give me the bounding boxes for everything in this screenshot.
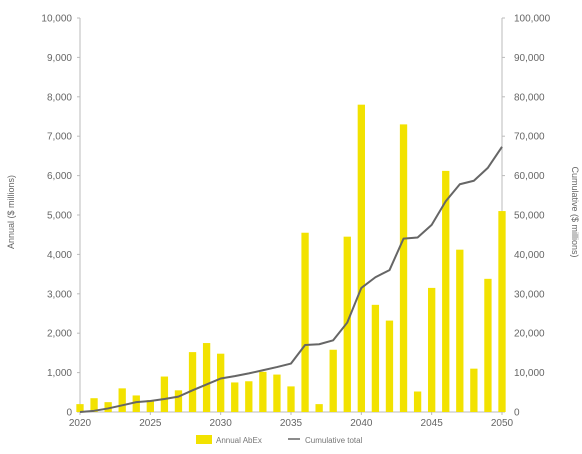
bar-annual — [76, 404, 84, 412]
x-tick-label: 2035 — [280, 418, 303, 429]
left-tick-label: 9,000 — [47, 53, 72, 64]
left-tick-label: 1,000 — [47, 368, 72, 379]
annual-bars — [76, 104, 506, 413]
bar-annual — [231, 382, 239, 412]
legend: Annual AbEx Cumulative total — [196, 435, 363, 445]
left-tick-label: 3,000 — [47, 289, 72, 300]
right-tick-label: 90,000 — [514, 53, 545, 64]
left-axis: 0 1,000 2,000 3,000 4,000 5,000 6,000 7,000 8,00… — [41, 14, 81, 419]
bar-annual — [245, 381, 253, 412]
bar-annual — [329, 349, 337, 412]
left-tick-label: 5,000 — [47, 211, 72, 222]
bar-annual — [160, 376, 169, 412]
bar-annual — [217, 353, 225, 412]
bar-annual — [315, 404, 323, 412]
bar-annual — [343, 236, 351, 412]
x-tick-label: 2030 — [210, 418, 233, 429]
right-tick-label: 0 — [514, 408, 520, 419]
bar-annual — [484, 278, 492, 412]
bar-annual — [287, 386, 295, 412]
legend-label-cumulative: Cumulative total — [305, 436, 363, 445]
bar-annual — [456, 249, 464, 412]
bar-annual — [118, 388, 126, 412]
right-tick-label: 30,000 — [514, 289, 545, 300]
bar-annual — [273, 374, 281, 412]
right-axis-title: Cumulative ($ millions) — [570, 166, 580, 257]
x-axis: 2020 2025 2030 2035 2040 2045 2050 — [69, 411, 514, 429]
left-axis-title: Annual ($ millions) — [6, 175, 16, 249]
bar-annual — [259, 371, 267, 412]
left-tick-label: 8,000 — [47, 92, 72, 103]
bar-annual — [301, 232, 309, 412]
bar-annual — [90, 398, 98, 412]
left-tick-label: 0 — [66, 408, 72, 419]
left-tick-label: 2,000 — [47, 329, 72, 340]
bar-annual — [413, 391, 422, 412]
bar-annual — [428, 287, 436, 412]
legend-swatch-annual — [196, 435, 212, 444]
right-tick-label: 20,000 — [514, 329, 545, 340]
bar-annual — [188, 352, 197, 412]
bar-annual — [146, 400, 154, 412]
bar-annual — [371, 304, 380, 412]
bar-annual — [385, 320, 394, 412]
legend-label-annual: Annual AbEx — [216, 436, 262, 445]
bar-annual — [104, 402, 112, 412]
right-axis: 0 10,000 20,000 30,000 40,000 50,000 60,000 70,… — [501, 14, 551, 419]
right-tick-label: 80,000 — [514, 92, 545, 103]
x-tick-label: 2040 — [350, 418, 373, 429]
x-tick-label: 2020 — [69, 418, 92, 429]
left-tick-label: 7,000 — [47, 132, 72, 143]
right-tick-label: 100,000 — [514, 14, 551, 25]
bar-annual — [202, 343, 211, 412]
left-tick-label: 4,000 — [47, 250, 72, 261]
x-tick-label: 2050 — [491, 418, 514, 429]
line-cumulative-total — [79, 146, 503, 413]
bar-annual — [498, 211, 506, 412]
left-tick-label: 10,000 — [41, 14, 72, 25]
bar-annual — [357, 104, 365, 413]
bar-annual — [470, 368, 478, 412]
x-tick-label: 2025 — [139, 418, 162, 429]
right-tick-label: 40,000 — [514, 250, 545, 261]
right-tick-label: 70,000 — [514, 132, 545, 143]
bar-annual — [174, 390, 183, 412]
cumulative-line — [79, 146, 503, 413]
bar-annual — [132, 395, 140, 412]
bar-annual — [442, 170, 450, 412]
right-tick-label: 60,000 — [514, 171, 545, 182]
bar-annual — [399, 124, 408, 412]
right-tick-label: 10,000 — [514, 368, 545, 379]
x-tick-label: 2045 — [421, 418, 444, 429]
left-tick-label: 6,000 — [47, 171, 72, 182]
right-tick-label: 50,000 — [514, 211, 545, 222]
